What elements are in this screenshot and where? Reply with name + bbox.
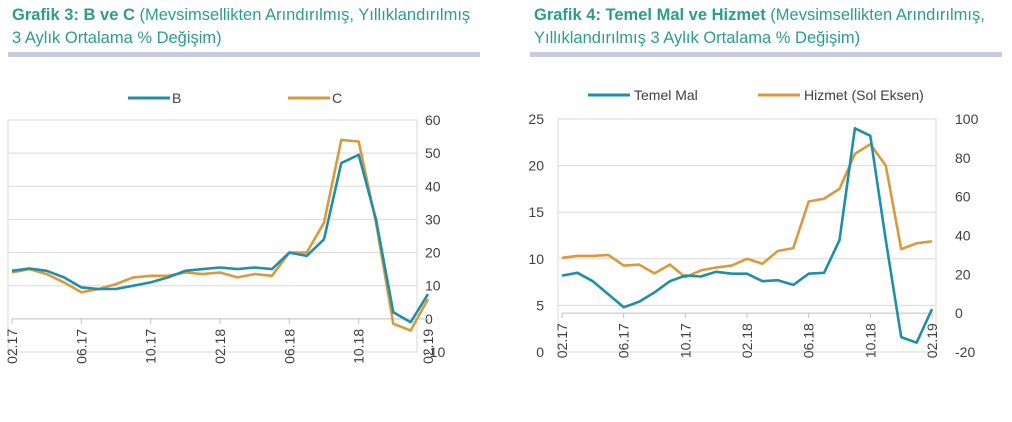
- x-tick-label-left: 02.18: [212, 329, 228, 364]
- y-tick-label-left: 50: [425, 145, 441, 161]
- x-tick-label-right: 10.18: [862, 323, 878, 358]
- y-tick-label-left: 60: [425, 112, 441, 128]
- chart-title-left-bold: Grafik 3: B ve C: [12, 6, 135, 24]
- legend-label-hizmet: Hizmet (Sol Eksen): [804, 87, 924, 103]
- y-tick-label-left: -10: [425, 344, 445, 360]
- y-tick-label-left: 0: [425, 311, 433, 327]
- y-tick-label-left: 20: [425, 245, 441, 261]
- y-right-tick-label: 60: [955, 189, 971, 205]
- x-tick-label-left: 10.18: [351, 329, 367, 364]
- series-line-temel-mal: [561, 127, 934, 344]
- x-tick-label-left: 02.19: [420, 329, 436, 364]
- y-left-tick-label: 5: [536, 297, 544, 313]
- legend-label-b: B: [172, 90, 181, 106]
- legend-label-temel-mal: Temel Mal: [634, 87, 698, 103]
- y-right-tick-label: 100: [955, 111, 979, 127]
- x-tick-label-right: 02.17: [554, 323, 570, 358]
- x-tick-label-left: 02.17: [4, 329, 20, 364]
- x-tick-label-right: 06.17: [616, 323, 632, 358]
- y-left-tick-label: 0: [536, 344, 544, 360]
- line-chart-right: 0 5 10 15 20 25 -20 0 20 40 60 80 100 02.17 06.17 10.17…: [528, 87, 979, 360]
- title-underline-left: [8, 52, 480, 57]
- x-tick-label-right: 02.18: [739, 323, 755, 358]
- chart-panel-right: Grafik 4: Temel Mal ve Hizmet (Mevsimsel…: [522, 0, 1012, 422]
- y-tick-label-left: 10: [425, 278, 441, 294]
- y-right-tick-label: 40: [955, 228, 971, 244]
- chart-title-left: Grafik 3: B ve C (Mevsimsellikten Arındı…: [12, 4, 482, 50]
- x-tick-label-left: 06.18: [281, 329, 297, 364]
- chart-title-right-rest: (Mevsimsellikten Arındırılmış, Yıllıklan…: [534, 6, 985, 47]
- line-chart-left: -10 0 10 20 30 40 50 60 02.17 06.17 10.17 02.18 06.1…: [4, 90, 445, 364]
- y-left-tick-label: 15: [528, 204, 544, 220]
- y-right-tick-label: 80: [955, 150, 971, 166]
- x-tick-label-right: 10.17: [677, 323, 693, 358]
- x-tick-label-left: 06.17: [73, 329, 89, 364]
- series-line-b: [11, 153, 430, 324]
- y-tick-label-left: 40: [425, 178, 441, 194]
- y-left-tick-label: 10: [528, 251, 544, 267]
- legend-label-c: C: [332, 90, 342, 106]
- series-line-hizmet: [561, 142, 933, 279]
- series-line-c: [11, 138, 430, 332]
- x-tick-label-left: 10.17: [143, 329, 159, 364]
- y-right-tick-label: 20: [955, 266, 971, 282]
- chart-title-right: Grafik 4: Temel Mal ve Hizmet (Mevsimsel…: [534, 4, 1004, 50]
- title-underline-right: [530, 52, 1002, 57]
- plot-frame-left: [7, 119, 418, 353]
- y-tick-label-left: 30: [425, 211, 441, 227]
- y-right-tick-label: 0: [955, 305, 963, 321]
- chart-panel-left: Grafik 3: B ve C (Mevsimsellikten Arındı…: [0, 0, 490, 422]
- y-right-tick-label: -20: [955, 344, 975, 360]
- chart-title-right-bold: Grafik 4: Temel Mal ve Hizmet: [534, 6, 766, 24]
- y-left-tick-label: 25: [528, 111, 544, 127]
- x-tick-label-right: 06.18: [801, 323, 817, 358]
- y-left-tick-label: 20: [528, 158, 544, 174]
- x-tick-label-right: 02.19: [924, 323, 940, 358]
- chart-title-left-rest: (Mevsimsellikten Arındırılmış, Yıllıklan…: [12, 6, 471, 47]
